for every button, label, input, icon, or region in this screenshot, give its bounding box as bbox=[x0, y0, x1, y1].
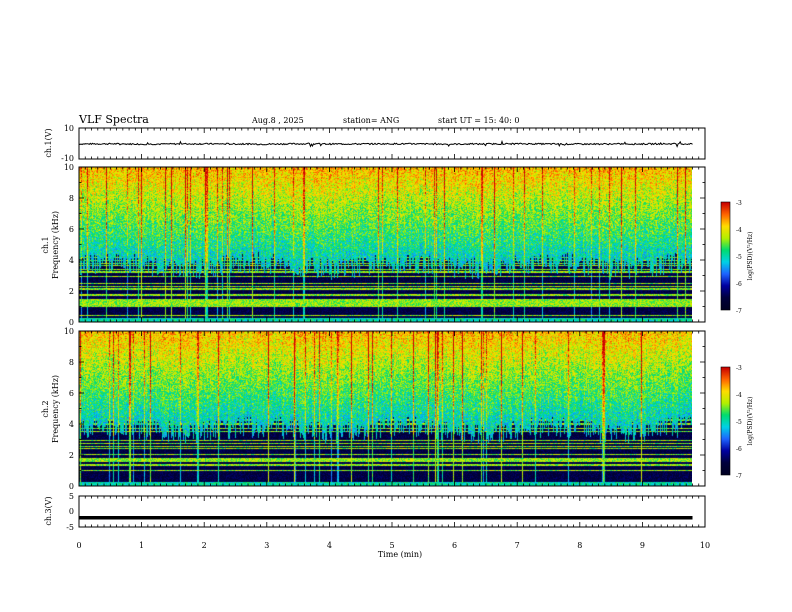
ch1-ytick-top: 10 bbox=[64, 124, 74, 133]
axis-ticks bbox=[78, 128, 706, 527]
ch2-ytick-8: 8 bbox=[69, 358, 74, 367]
ch1-cb-tick-4: -4 bbox=[736, 227, 742, 234]
ch3-ytick-0: 0 bbox=[69, 507, 74, 516]
ch3-waveform-panel: 5 0 -5 ch.3(V) 0 1 2 3 4 5 6 7 8 9 10 Time (min) bbox=[44, 492, 710, 559]
ch1-waveform-trace bbox=[78, 139, 693, 148]
ch1-waveform-panel: 10 -10 ch.1(V) bbox=[44, 124, 706, 163]
ch2-colorbar-label: log(PSD)(V²/Hz) bbox=[747, 397, 754, 446]
station-label: station= ANG bbox=[343, 116, 399, 125]
ch2-cb-tick-3: -3 bbox=[736, 365, 742, 372]
ch2-cb-tick-7: -7 bbox=[736, 473, 742, 480]
ch3-ytick-5: 5 bbox=[69, 492, 74, 501]
ch2-colorbar-frame bbox=[720, 366, 731, 476]
ch2-ytick-6: 6 bbox=[69, 389, 74, 398]
ch2-ytick-2: 2 bbox=[69, 451, 74, 460]
ch2-cb-tick-6: -6 bbox=[736, 446, 742, 453]
ch2-ytick-0: 0 bbox=[69, 482, 74, 491]
ch1-ytick-0: 0 bbox=[69, 318, 74, 327]
ch1-colorbar bbox=[721, 202, 730, 310]
ch2-spectrogram-image bbox=[79, 331, 692, 486]
ch1-spectrogram-panel: 0 2 4 6 8 10 ch.1 Frequency (kHz) -3 -4 … bbox=[41, 163, 754, 327]
ch1-ytick-6: 6 bbox=[69, 225, 74, 234]
ch1-channel-label: ch.1 bbox=[41, 236, 50, 253]
ch1-cb-tick-6: -6 bbox=[736, 281, 742, 288]
ch2-cb-tick-4: -4 bbox=[736, 392, 742, 399]
start-time-label: start UT = 15: 40: 0 bbox=[438, 116, 519, 125]
ch3-ylabel: ch.3(V) bbox=[44, 496, 53, 525]
ch2-colorbar bbox=[721, 367, 730, 475]
ch1-cb-tick-7: -7 bbox=[736, 308, 742, 315]
ch3-waveform-frame bbox=[78, 495, 706, 528]
x-tick-label-2: 2 bbox=[202, 541, 207, 550]
date-label: Aug.8 , 2025 bbox=[251, 116, 304, 125]
x-tick-label-8: 8 bbox=[577, 541, 582, 550]
ch1-cb-tick-3: -3 bbox=[736, 200, 742, 207]
ch2-ytick-4: 4 bbox=[69, 420, 74, 429]
ch2-channel-label: ch.2 bbox=[41, 400, 50, 417]
ch2-cb-tick-5: -5 bbox=[736, 419, 742, 426]
time-axis-label: Time (min) bbox=[378, 550, 422, 559]
x-tick-label-10: 10 bbox=[700, 541, 710, 550]
ch1-ytick-8: 8 bbox=[69, 194, 74, 203]
ch2-ytick-10: 10 bbox=[64, 327, 74, 336]
x-tick-label-7: 7 bbox=[515, 541, 520, 550]
x-tick-label-5: 5 bbox=[389, 541, 394, 550]
ch3-ytick-neg5: -5 bbox=[66, 523, 74, 532]
x-tick-label-4: 4 bbox=[327, 541, 332, 550]
x-tick-label-1: 1 bbox=[139, 541, 144, 550]
ch1-colorbar-label: log(PSD)(V²/Hz) bbox=[747, 232, 754, 281]
x-tick-label-9: 9 bbox=[640, 541, 645, 550]
x-tick-label-6: 6 bbox=[452, 541, 457, 550]
ch1-ytick-bottom: -10 bbox=[61, 154, 74, 163]
ch2-frequency-label: Frequency (kHz) bbox=[51, 375, 60, 443]
x-tick-label-0: 0 bbox=[76, 541, 81, 550]
ch1-ytick-4: 4 bbox=[69, 256, 74, 265]
ch1-frequency-label: Frequency (kHz) bbox=[51, 211, 60, 279]
figure-title: VLF Spectra bbox=[78, 113, 149, 126]
ch1-colorbar-frame bbox=[720, 201, 731, 311]
ch2-spectrogram-panel: 0 2 4 6 8 10 ch.2 Frequency (kHz) -3 -4 … bbox=[41, 327, 754, 491]
ch1-ytick-2: 2 bbox=[69, 287, 74, 296]
ch1-cb-tick-5: -5 bbox=[736, 254, 742, 261]
ch1-ytick-10: 10 bbox=[64, 163, 74, 172]
x-tick-label-3: 3 bbox=[264, 541, 269, 550]
time-axis-tick-labels: 0 1 2 3 4 5 6 7 8 9 10 bbox=[76, 541, 710, 550]
ch1-ylabel: ch.1(V) bbox=[44, 128, 53, 157]
ch1-spectrogram-image bbox=[79, 167, 692, 322]
